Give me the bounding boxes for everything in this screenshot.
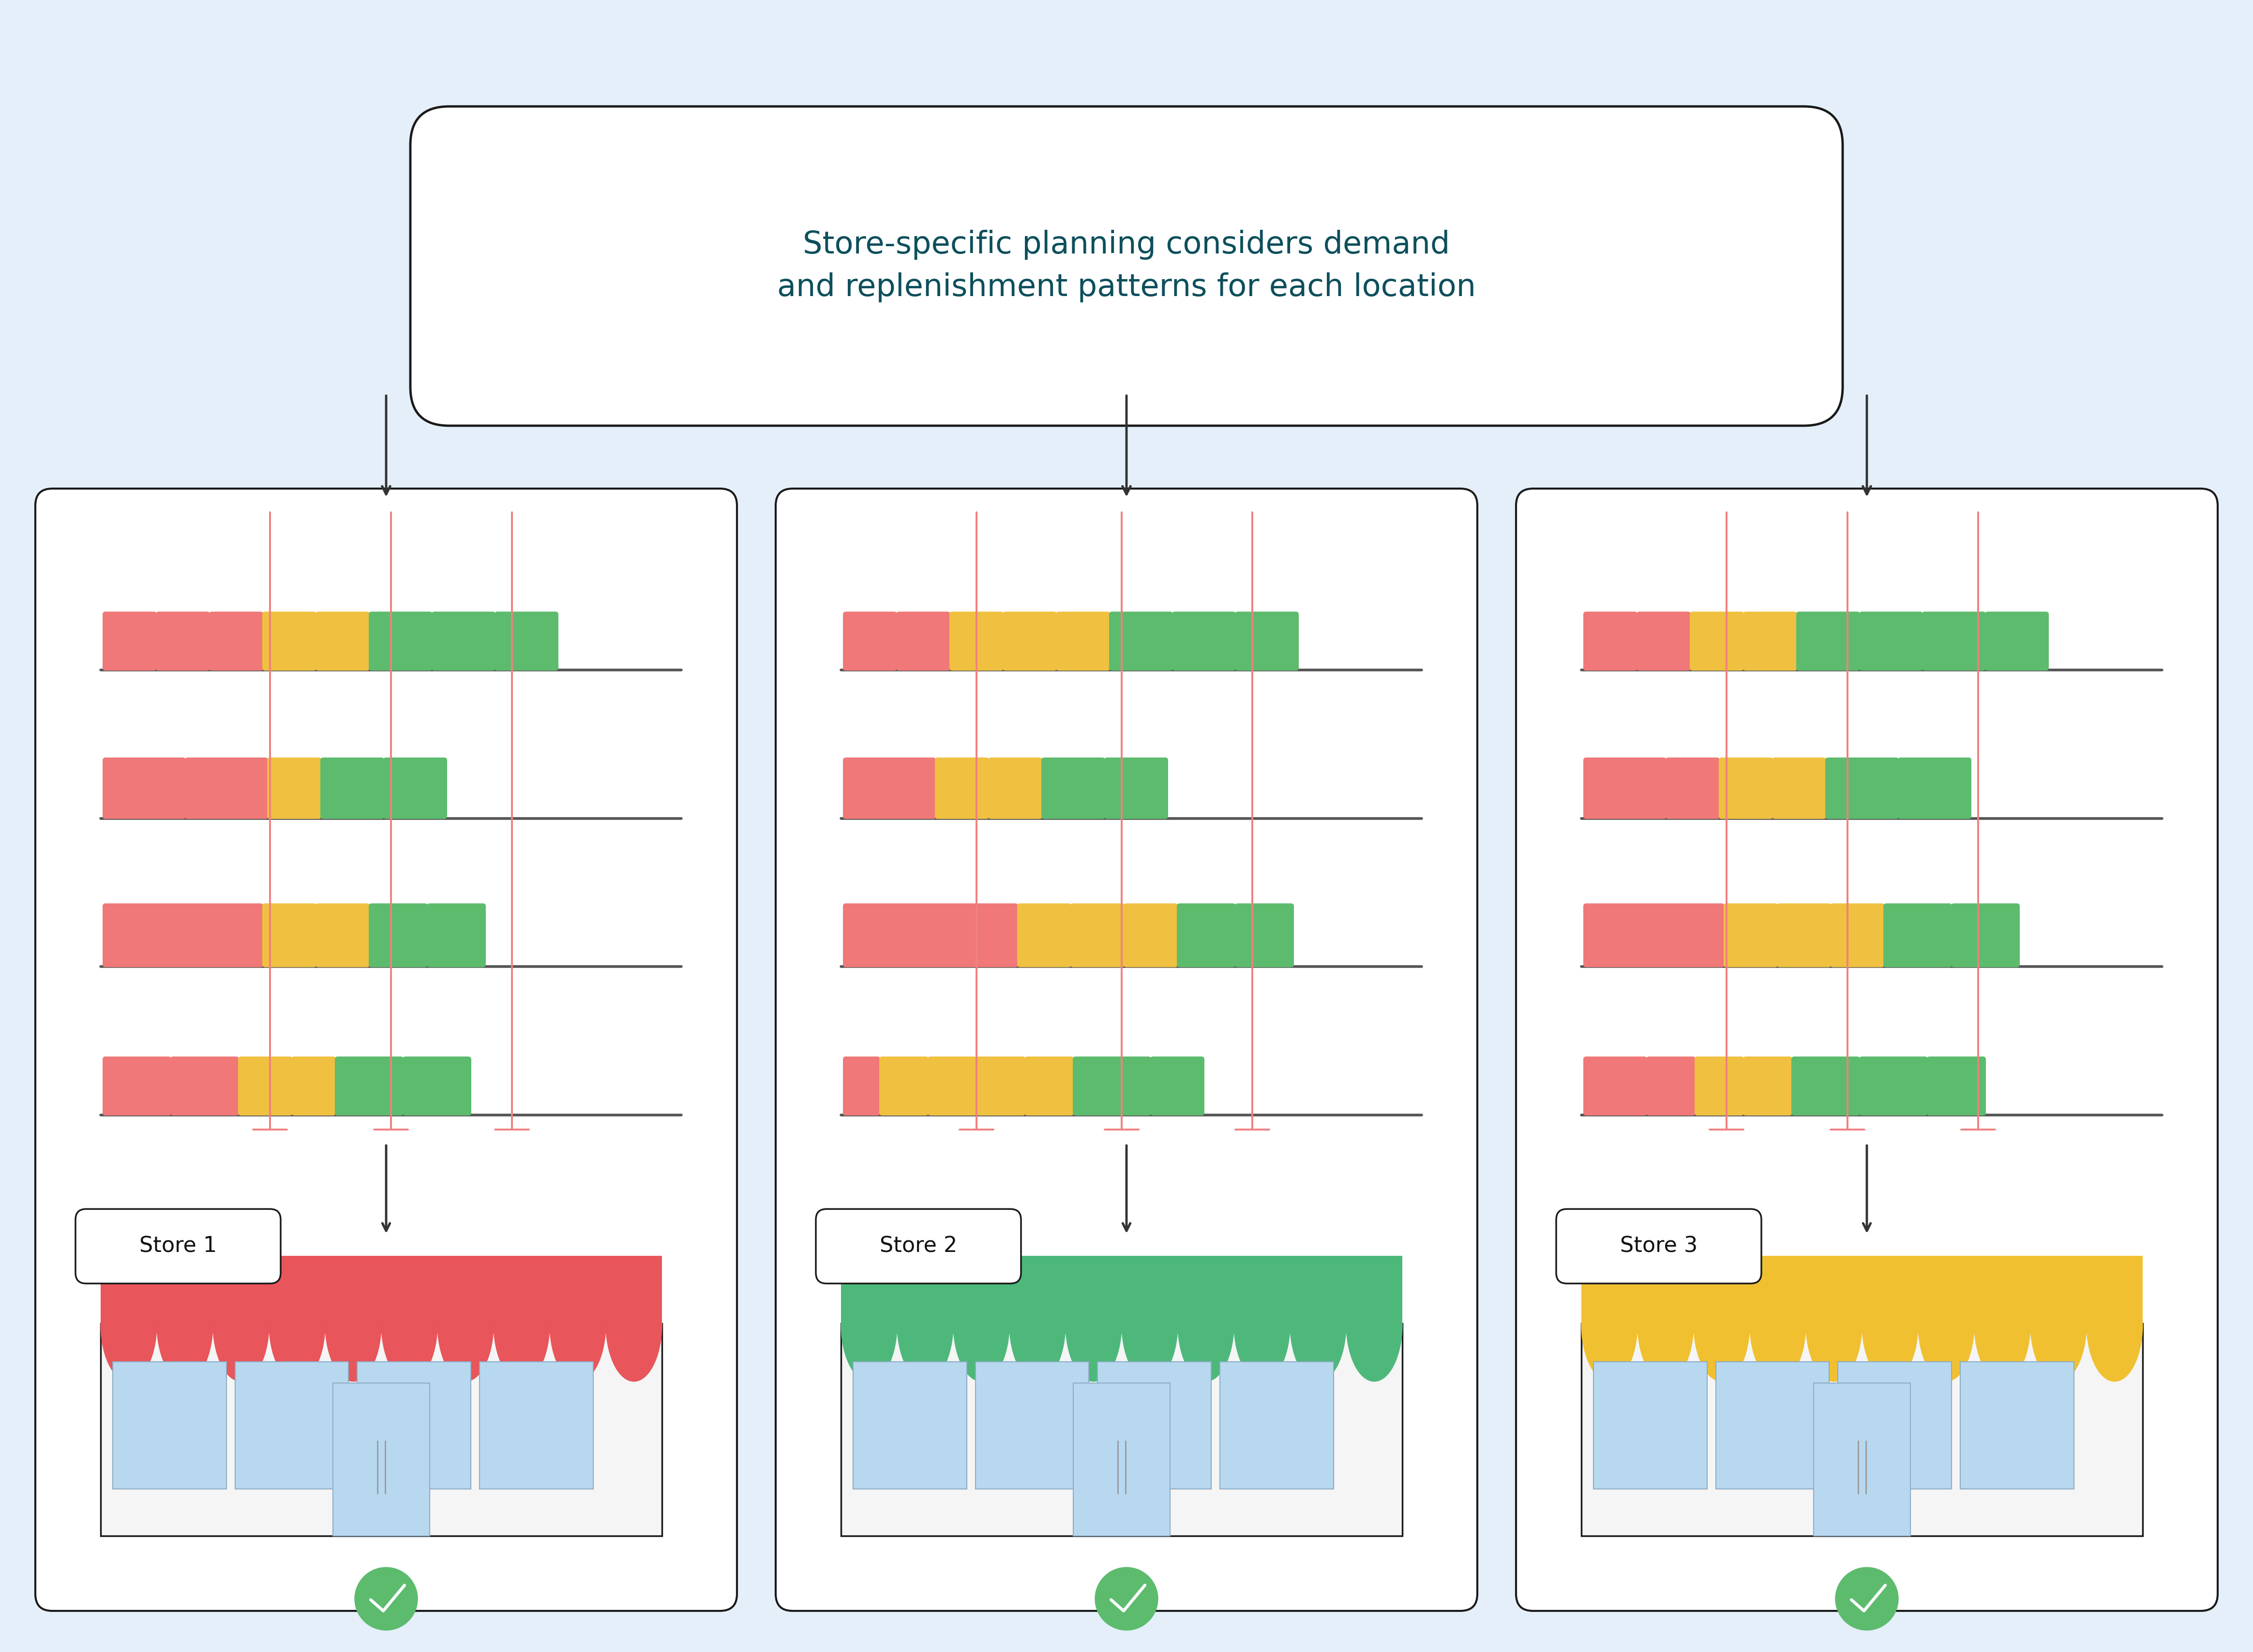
FancyBboxPatch shape — [210, 611, 264, 671]
Polygon shape — [1291, 1323, 1347, 1381]
FancyBboxPatch shape — [1235, 904, 1293, 966]
FancyBboxPatch shape — [1791, 1057, 1861, 1115]
FancyBboxPatch shape — [369, 904, 428, 966]
Polygon shape — [1009, 1323, 1066, 1381]
FancyBboxPatch shape — [1003, 611, 1057, 671]
Text: Store 3: Store 3 — [1620, 1236, 1697, 1257]
FancyBboxPatch shape — [854, 1361, 967, 1488]
FancyBboxPatch shape — [383, 758, 446, 819]
FancyBboxPatch shape — [234, 1361, 349, 1488]
FancyBboxPatch shape — [1724, 904, 1778, 966]
FancyBboxPatch shape — [155, 611, 210, 671]
FancyBboxPatch shape — [320, 758, 385, 819]
FancyBboxPatch shape — [976, 1361, 1088, 1488]
Polygon shape — [1235, 1323, 1291, 1381]
Polygon shape — [214, 1323, 268, 1381]
FancyBboxPatch shape — [1025, 1057, 1075, 1115]
FancyBboxPatch shape — [77, 1209, 282, 1284]
Polygon shape — [381, 1323, 437, 1381]
FancyBboxPatch shape — [1041, 758, 1106, 819]
Circle shape — [1836, 1568, 1899, 1631]
FancyBboxPatch shape — [171, 1057, 239, 1115]
FancyBboxPatch shape — [104, 758, 185, 819]
FancyBboxPatch shape — [496, 611, 559, 671]
Polygon shape — [550, 1323, 606, 1381]
FancyBboxPatch shape — [1825, 758, 1899, 819]
FancyBboxPatch shape — [1219, 1361, 1334, 1488]
FancyBboxPatch shape — [113, 1361, 225, 1488]
FancyBboxPatch shape — [315, 904, 369, 966]
Polygon shape — [1694, 1323, 1751, 1381]
FancyBboxPatch shape — [1717, 1361, 1829, 1488]
Text: Store 2: Store 2 — [879, 1236, 958, 1257]
FancyBboxPatch shape — [1922, 611, 1985, 671]
FancyBboxPatch shape — [104, 611, 158, 671]
FancyBboxPatch shape — [949, 611, 1003, 671]
FancyBboxPatch shape — [1172, 611, 1237, 671]
FancyBboxPatch shape — [333, 1383, 430, 1536]
FancyBboxPatch shape — [879, 1057, 928, 1115]
Polygon shape — [1807, 1323, 1861, 1381]
Polygon shape — [1751, 1323, 1807, 1381]
FancyBboxPatch shape — [1773, 758, 1827, 819]
FancyBboxPatch shape — [358, 1361, 471, 1488]
FancyBboxPatch shape — [1778, 904, 1832, 966]
Text: Store-specific planning considers demand
and replenishment patterns for each loc: Store-specific planning considers demand… — [777, 230, 1476, 302]
Polygon shape — [2086, 1323, 2143, 1381]
FancyBboxPatch shape — [1108, 611, 1174, 671]
Polygon shape — [897, 1323, 953, 1381]
Polygon shape — [493, 1323, 550, 1381]
FancyBboxPatch shape — [1557, 1209, 1762, 1284]
Polygon shape — [840, 1323, 897, 1381]
FancyBboxPatch shape — [1647, 1057, 1697, 1115]
FancyBboxPatch shape — [1719, 758, 1773, 819]
FancyBboxPatch shape — [101, 1256, 662, 1323]
FancyBboxPatch shape — [403, 1057, 471, 1115]
FancyBboxPatch shape — [426, 904, 487, 966]
FancyBboxPatch shape — [1584, 1057, 1647, 1115]
FancyBboxPatch shape — [369, 611, 433, 671]
FancyBboxPatch shape — [185, 758, 268, 819]
FancyBboxPatch shape — [1072, 1383, 1169, 1536]
FancyBboxPatch shape — [410, 106, 1843, 426]
FancyBboxPatch shape — [1124, 904, 1178, 966]
Polygon shape — [953, 1323, 1009, 1381]
FancyBboxPatch shape — [935, 758, 989, 819]
FancyBboxPatch shape — [843, 1057, 881, 1115]
FancyBboxPatch shape — [1072, 1057, 1151, 1115]
FancyBboxPatch shape — [239, 1057, 293, 1115]
FancyBboxPatch shape — [843, 611, 897, 671]
FancyBboxPatch shape — [1859, 1057, 1929, 1115]
FancyBboxPatch shape — [261, 611, 315, 671]
FancyBboxPatch shape — [840, 1256, 1401, 1323]
Polygon shape — [1066, 1323, 1122, 1381]
Circle shape — [354, 1568, 417, 1631]
Polygon shape — [101, 1323, 158, 1381]
FancyBboxPatch shape — [1582, 1323, 2143, 1536]
Polygon shape — [1178, 1323, 1235, 1381]
Polygon shape — [1122, 1323, 1178, 1381]
Polygon shape — [1974, 1323, 2030, 1381]
FancyBboxPatch shape — [775, 489, 1478, 1611]
Polygon shape — [1917, 1323, 1974, 1381]
FancyBboxPatch shape — [101, 1323, 662, 1536]
FancyBboxPatch shape — [1829, 904, 1884, 966]
FancyBboxPatch shape — [1690, 611, 1744, 671]
Polygon shape — [324, 1323, 381, 1381]
FancyBboxPatch shape — [1838, 1361, 1951, 1488]
Polygon shape — [1582, 1323, 1638, 1381]
FancyBboxPatch shape — [1582, 1256, 2143, 1323]
Polygon shape — [1638, 1323, 1694, 1381]
FancyBboxPatch shape — [1744, 611, 1798, 671]
FancyBboxPatch shape — [840, 1323, 1401, 1536]
Polygon shape — [2030, 1323, 2086, 1381]
FancyBboxPatch shape — [1176, 904, 1237, 966]
FancyBboxPatch shape — [36, 489, 737, 1611]
FancyBboxPatch shape — [1070, 904, 1124, 966]
FancyBboxPatch shape — [480, 1361, 593, 1488]
FancyBboxPatch shape — [1235, 611, 1298, 671]
FancyBboxPatch shape — [1960, 1361, 2073, 1488]
FancyBboxPatch shape — [315, 611, 369, 671]
FancyBboxPatch shape — [1926, 1057, 1985, 1115]
